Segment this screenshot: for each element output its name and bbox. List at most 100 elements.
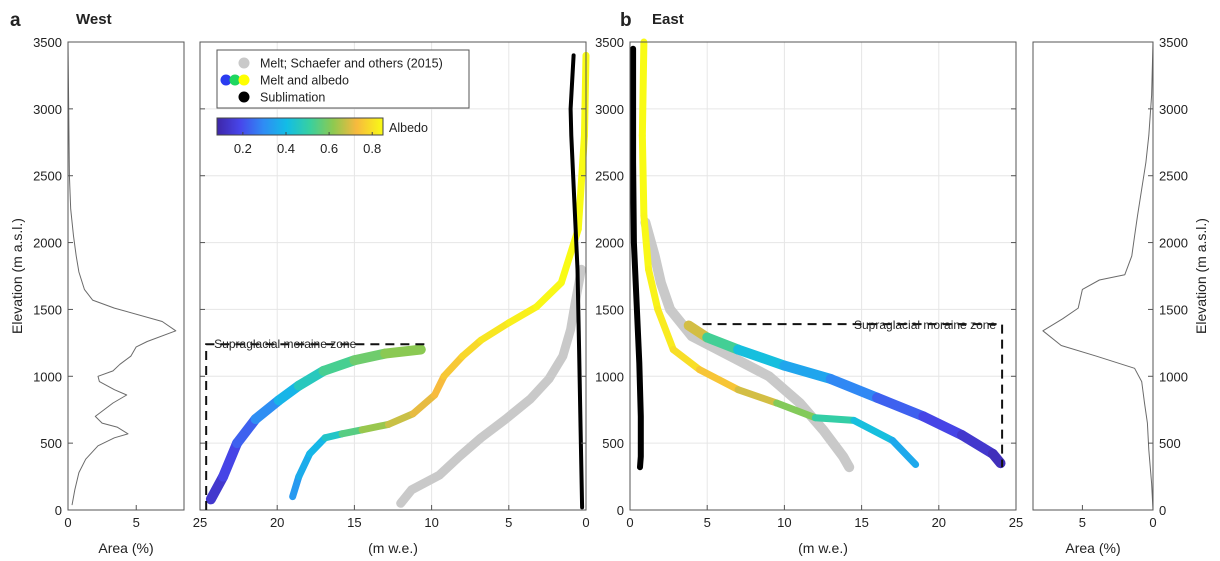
legend-label: Melt and albedo <box>260 74 349 88</box>
series-segment-melt-albedo <box>825 373 883 403</box>
series-segment-melt-albedo <box>409 391 439 418</box>
x-tick-label: 5 <box>704 515 711 530</box>
y-tick-label: 1000 <box>1159 369 1188 384</box>
panel-a-area: 0 5 0 500 1000 1500 2000 2500 3000 3500 Area (%) El… <box>9 10 185 556</box>
x-axis-label: (m w.e.) <box>798 540 848 556</box>
y-tick-label: 3500 <box>595 35 624 50</box>
series-segment-melt-albedo <box>734 386 781 407</box>
colorbar-label: Albedo <box>389 121 428 135</box>
y-tick-label: 1500 <box>33 302 62 317</box>
panel-title: East <box>652 11 684 28</box>
y-axis-label: Elevation (m a.s.l.) <box>1193 218 1209 334</box>
x-axis-label: Area (%) <box>1065 540 1120 556</box>
plot-frame <box>67 41 185 511</box>
y-tick-label: 0 <box>55 503 62 518</box>
y-tick-label: 1500 <box>1159 302 1188 317</box>
x-tick-label: 0 <box>582 515 589 530</box>
x-tick-label: 15 <box>854 515 868 530</box>
series-segment-melt-albedo <box>695 366 742 394</box>
series-segment-melt-albedo <box>702 332 744 355</box>
series-segment-melt-albedo <box>306 434 329 458</box>
x-tick-label: 0 <box>626 515 633 530</box>
y-tick-label: 3500 <box>1159 35 1188 50</box>
x-tick-label: 10 <box>777 515 791 530</box>
series-segment-melt-albedo <box>872 392 929 422</box>
x-tick-label: 10 <box>424 515 438 530</box>
series-segment-melt-albedo <box>358 420 392 434</box>
series-segment-melt-albedo <box>956 430 998 459</box>
series-segment-melt-albedo <box>318 355 360 376</box>
plot-frame <box>1032 41 1154 511</box>
y-tick-label: 500 <box>1159 436 1181 451</box>
series-segment-melt-albedo <box>850 416 896 444</box>
series-segment-melt-albedo <box>654 305 677 354</box>
legend-label: Sublimation <box>260 91 325 105</box>
series-segment-melt-albedo <box>640 212 653 273</box>
area-curve <box>1042 41 1154 511</box>
panel-b: 0 5 10 15 20 25 0 500 1000 1500 2000 2500 3000 3500 (m… <box>595 10 1023 556</box>
y-tick-label: 1000 <box>595 369 624 384</box>
moraine-zone-box <box>205 343 427 510</box>
x-tick-label: 0 <box>64 515 71 530</box>
y-tick-label: 500 <box>602 436 624 451</box>
legend-marker <box>229 74 241 86</box>
plot-frame <box>199 41 587 511</box>
series-segment-melt-albedo <box>811 414 858 424</box>
x-tick-label: 25 <box>1009 515 1023 530</box>
series-melt-schaefer <box>640 217 855 473</box>
series-sublimation <box>630 45 644 471</box>
series-segment-melt-albedo <box>384 410 417 428</box>
panel-title: West <box>76 11 112 28</box>
moraine-zone-label: Supraglacial moraine zone <box>214 337 356 351</box>
x-tick-label: 25 <box>193 515 207 530</box>
series-segment-melt-albedo <box>638 132 648 220</box>
panel-label: a <box>10 10 21 31</box>
colorbar-tick-label: 0.8 <box>363 141 381 156</box>
x-axis-label: (m w.e.) <box>368 540 418 556</box>
series-segment-melt-albedo <box>533 279 565 311</box>
series-segment-melt-albedo <box>888 436 920 469</box>
series-segment-melt-albedo <box>458 336 485 360</box>
colorbar <box>216 117 384 136</box>
legend-marker <box>238 57 250 69</box>
x-tick-label: 20 <box>932 515 946 530</box>
series-segment-melt-albedo <box>918 411 967 441</box>
series-segment-melt-albedo <box>295 450 314 481</box>
moraine-zone-box <box>702 323 1004 468</box>
y-tick-label: 2000 <box>33 236 62 251</box>
series-segment-melt-albedo <box>638 38 648 140</box>
series-segment-melt-albedo <box>505 303 541 327</box>
x-tick-label: 20 <box>270 515 284 530</box>
y-tick-label: 2000 <box>1159 236 1188 251</box>
series-segment-melt-albedo <box>349 348 391 366</box>
x-tick-label: 5 <box>1079 515 1086 530</box>
x-tick-label: 5 <box>505 515 512 530</box>
y-tick-label: 2500 <box>595 169 624 184</box>
area-curve <box>67 41 177 506</box>
moraine-zone-label: Supraglacial moraine zone <box>854 318 996 332</box>
y-tick-label: 2500 <box>1159 169 1188 184</box>
panel-label: b <box>620 10 632 31</box>
y-axis-label: Elevation (m a.s.l.) <box>9 218 25 334</box>
series-segment-melt-albedo <box>574 132 588 233</box>
series-segment-melt-albedo <box>779 360 836 384</box>
series-melt-schaefer <box>396 264 586 508</box>
x-tick-label: 15 <box>347 515 361 530</box>
legend-marker <box>220 74 232 86</box>
y-tick-label: 2000 <box>595 236 624 251</box>
panel-a: 0 5 10 15 20 25 (m w.e.) Supraglacial moraine z… <box>193 41 590 556</box>
series-segment-melt-albedo <box>733 344 790 371</box>
y-tick-label: 3000 <box>1159 102 1188 117</box>
series-segment-melt-albedo <box>773 399 819 422</box>
series-sublimation <box>568 53 585 510</box>
y-tick-label: 1500 <box>595 302 624 317</box>
x-axis-label: Area (%) <box>98 540 153 556</box>
legend-marker <box>238 74 250 86</box>
legend-marker <box>238 91 250 103</box>
colorbar-tick-label: 0.6 <box>320 141 338 156</box>
y-tick-label: 2500 <box>33 169 62 184</box>
plot-frame <box>629 41 1017 511</box>
y-tick-label: 0 <box>1159 503 1166 518</box>
y-tick-label: 3000 <box>595 102 624 117</box>
